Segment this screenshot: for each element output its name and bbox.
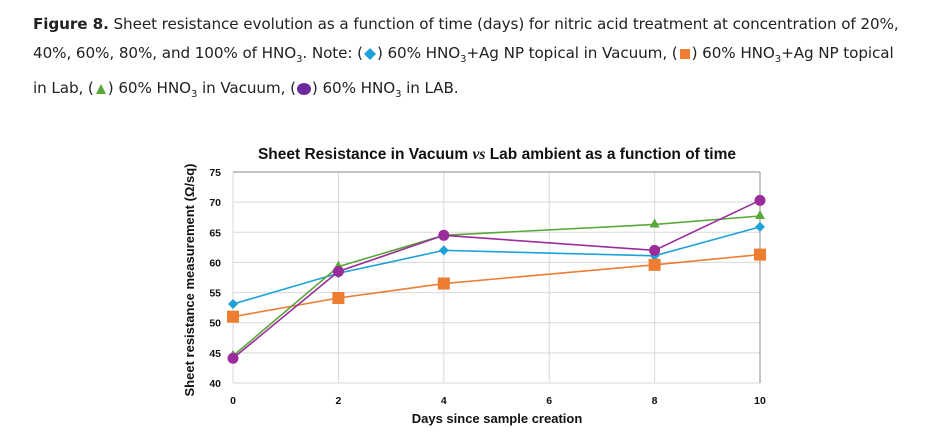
subscript: 3 xyxy=(296,54,303,66)
data-point-diamond xyxy=(228,299,238,310)
grid xyxy=(232,171,761,384)
subscript: 3 xyxy=(190,89,198,101)
y-tick-label: 65 xyxy=(209,227,221,239)
y-tick-label: 40 xyxy=(209,378,221,390)
y-axis-ticks: 40 45 50 55 60 65 70 75 xyxy=(209,167,221,390)
caption-text: Sheet resistance evolution as a function… xyxy=(108,15,899,33)
data-point-circle xyxy=(649,244,661,256)
caption-text: . Note: ( xyxy=(302,44,363,62)
caption-text: in LAB. xyxy=(401,79,459,98)
caption-line-3: in Lab, () 60% HNO3 in Vacuum, () 60% HN… xyxy=(33,74,933,109)
data-point-diamond xyxy=(755,221,765,232)
caption-text: ) 60% HNO xyxy=(107,79,191,98)
data-point-circle xyxy=(227,352,239,364)
data-point-circle xyxy=(754,194,766,206)
caption-line-1: Figure 8. Sheet resistance evolution as … xyxy=(33,10,933,39)
circle-icon xyxy=(296,82,311,95)
x-axis-ticks: 0 2 4 6 8 10 xyxy=(230,395,766,407)
caption-text: in Lab, ( xyxy=(33,79,94,98)
y-tick-label: 55 xyxy=(209,288,221,300)
caption-text: +Ag NP topical xyxy=(781,44,894,62)
y-tick-label: 70 xyxy=(209,197,221,209)
data-point-circle xyxy=(438,229,450,241)
figure-label: Figure 8. xyxy=(33,15,109,33)
y-tick-label: 50 xyxy=(209,318,221,330)
x-tick-label: 4 xyxy=(441,395,447,407)
x-tick-label: 8 xyxy=(652,395,658,407)
caption-text: 40%, 60%, 80%, and 100% of HNO xyxy=(33,44,297,62)
caption-text: ) 60% HNO xyxy=(691,44,775,62)
caption-text: +Ag NP topical in Vacuum, ( xyxy=(466,44,678,62)
series-square xyxy=(227,248,766,323)
data-point-square xyxy=(437,277,450,290)
caption-text: ) 60% HNO xyxy=(311,79,396,98)
square-icon xyxy=(679,48,690,59)
y-tick-label: 60 xyxy=(209,257,221,269)
data-point-square xyxy=(227,310,239,323)
data-point-square xyxy=(754,248,766,261)
subscript: 3 xyxy=(395,89,402,101)
data-point-diamond xyxy=(438,245,449,256)
data-point-square xyxy=(648,258,661,271)
series-line xyxy=(232,253,761,318)
subscript: 3 xyxy=(774,54,782,66)
data-point-triangle xyxy=(649,218,660,228)
x-axis-label: Days since sample creation xyxy=(412,411,583,426)
diamond-icon xyxy=(363,47,376,60)
x-tick-label: 6 xyxy=(546,395,552,407)
caption-text: in Vacuum, ( xyxy=(197,79,296,98)
caption-text: ) 60% HNO xyxy=(376,44,461,62)
subscript: 3 xyxy=(460,54,467,66)
data-point-triangle xyxy=(755,210,765,220)
x-tick-label: 2 xyxy=(335,395,341,407)
series-group xyxy=(227,194,766,364)
triangle-icon xyxy=(95,83,106,94)
x-tick-label: 0 xyxy=(230,395,236,407)
y-tick-label: 75 xyxy=(209,167,221,179)
x-tick-label: 10 xyxy=(754,395,766,407)
y-axis-label: Sheet resistance measurement (Ω/sq) xyxy=(182,164,197,397)
data-point-circle xyxy=(332,265,344,277)
chart-title: Sheet Resistance in Vacuum vs Lab ambien… xyxy=(258,146,736,163)
series-circle xyxy=(227,194,766,364)
y-tick-label: 45 xyxy=(209,348,221,360)
data-point-square xyxy=(332,291,345,304)
caption-line-2: 40%, 60%, 80%, and 100% of HNO3. Note: (… xyxy=(33,39,933,74)
figure-caption: Figure 8. Sheet resistance evolution as … xyxy=(33,10,933,109)
